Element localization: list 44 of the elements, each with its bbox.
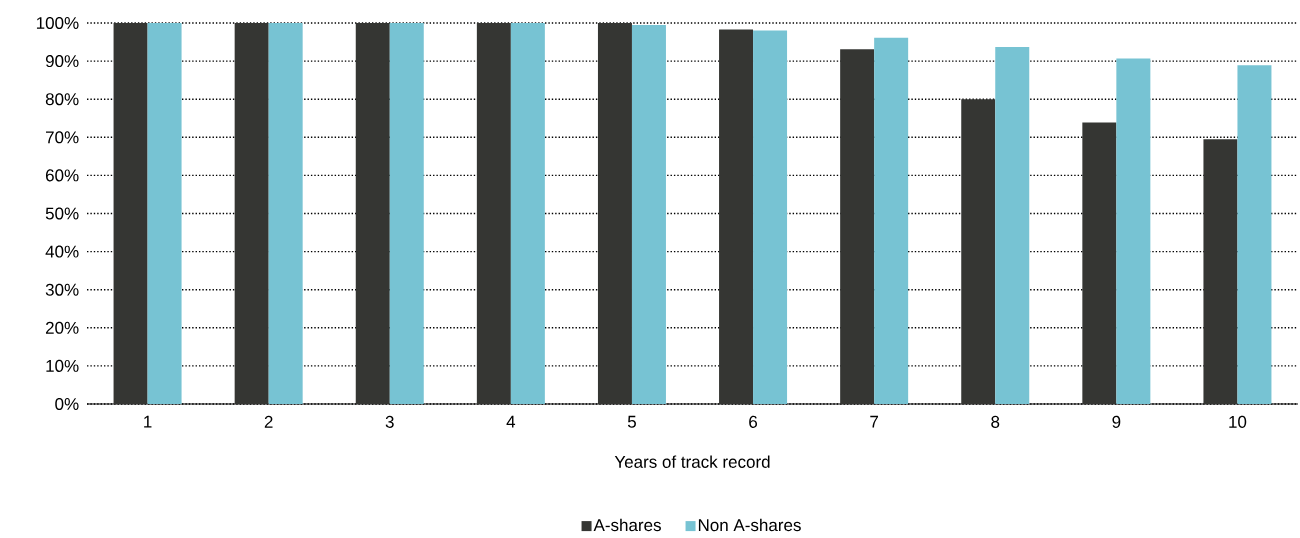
x-tick-label: 8	[991, 416, 1000, 429]
x-tick-label: 4	[506, 416, 516, 428]
bar	[1116, 58, 1151, 405]
x-tick-label: 3	[385, 416, 394, 429]
bar	[113, 23, 148, 405]
bar	[355, 23, 390, 405]
y-tick-label: 100%	[36, 17, 79, 30]
x-tick-label: 5	[627, 416, 636, 428]
bar	[510, 23, 545, 405]
bar	[268, 23, 303, 405]
legend-label: A-shares	[593, 518, 661, 532]
bar	[753, 30, 788, 405]
bar	[234, 23, 269, 405]
x-tick-label: 10	[1229, 416, 1247, 429]
legend-label: Non A-shares	[698, 518, 801, 532]
y-tick-label: 30%	[45, 283, 79, 296]
bar	[995, 47, 1030, 405]
bar	[840, 49, 875, 405]
bar	[1082, 122, 1117, 405]
y-tick-label: 20%	[45, 322, 79, 335]
x-tick-label: 1	[144, 416, 152, 428]
x-tick-label: 7	[870, 416, 879, 428]
y-tick-label: 10%	[46, 360, 79, 373]
bar	[476, 23, 511, 405]
y-tick-label: 40%	[45, 245, 79, 258]
bar	[389, 23, 424, 405]
y-tick-label: 0%	[55, 398, 79, 411]
y-tick-label: 70%	[46, 131, 79, 144]
x-tick-label: 6	[749, 416, 758, 429]
bar	[147, 23, 182, 405]
bar	[631, 25, 666, 405]
y-tick-label: 60%	[45, 169, 79, 182]
x-tick-label: 9	[1112, 416, 1121, 429]
x-axis-title: Years of track record	[614, 455, 770, 469]
bar	[597, 23, 632, 405]
y-tick-label: 80%	[45, 93, 79, 106]
bar	[1237, 65, 1272, 405]
bar	[719, 29, 754, 405]
bar	[1203, 139, 1238, 405]
bar	[874, 38, 909, 405]
y-tick-label: 90%	[45, 55, 79, 68]
x-tick-label: 2	[264, 416, 273, 428]
y-tick-label: 50%	[45, 207, 79, 220]
bar	[961, 99, 996, 405]
